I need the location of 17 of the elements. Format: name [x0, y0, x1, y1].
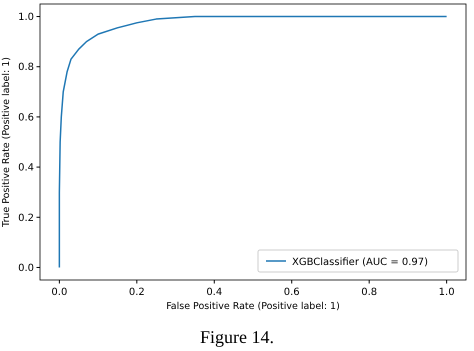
- x-tick-label: 0.6: [284, 287, 300, 298]
- y-tick-label: 0.4: [18, 162, 34, 174]
- y-tick-label: 0.0: [18, 262, 34, 274]
- y-tick-label: 0.2: [18, 212, 34, 224]
- x-tick-label: 0.0: [51, 287, 68, 298]
- y-tick-label: 1.0: [18, 12, 34, 24]
- x-tick-label: 0.8: [361, 287, 378, 298]
- x-axis-title: False Positive Rate (Positive label: 1): [166, 301, 340, 312]
- x-tick-label: 1.0: [438, 287, 455, 298]
- caption: Figure 14.: [200, 327, 274, 347]
- y-axis-title: True Positive Rate (Positive label: 1): [1, 57, 12, 228]
- legend-label: XGBClassifier (AUC = 0.97): [292, 257, 428, 268]
- y-tick-label: 0.6: [18, 112, 34, 124]
- y-tick-label: 0.8: [18, 62, 34, 74]
- x-tick-label: 0.2: [128, 287, 145, 298]
- line-series: [58, 16, 448, 268]
- x-tick-label: 0.4: [206, 287, 222, 298]
